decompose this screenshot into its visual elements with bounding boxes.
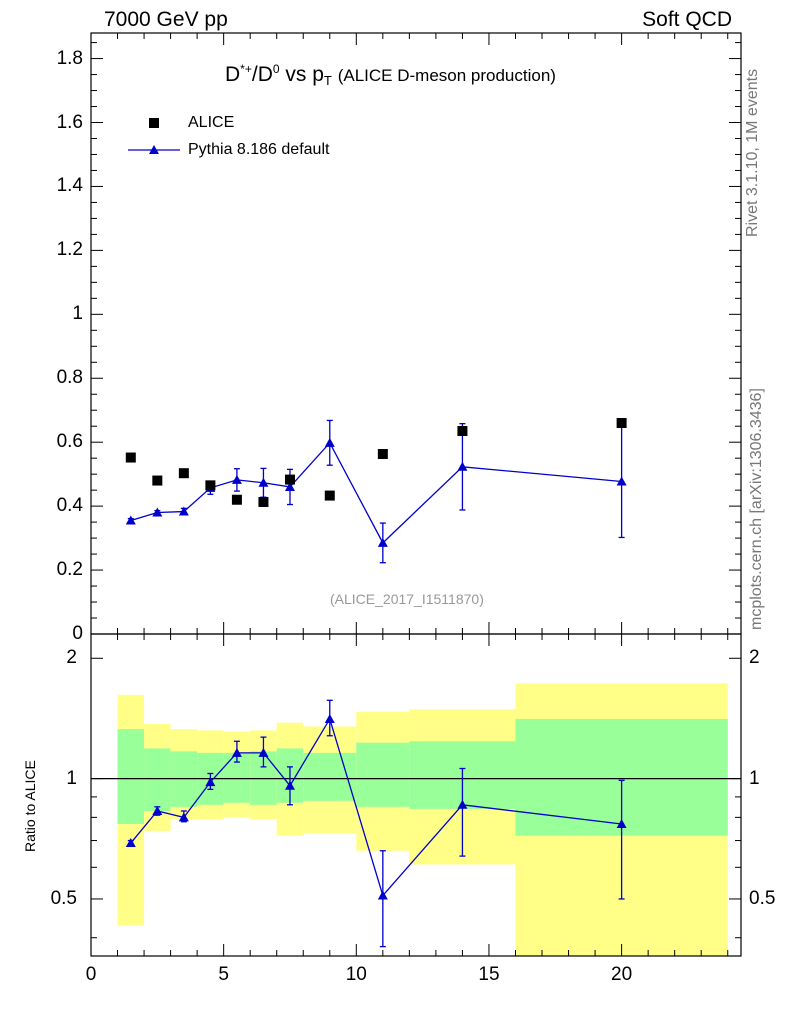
- ratio-y-tick-label-left-0: 0.5: [50, 887, 77, 909]
- ratio-y-tick-label-left-2: 2: [66, 647, 77, 669]
- x-tick-label-4: 20: [611, 964, 633, 985]
- pythia-series-line: [130, 441, 622, 544]
- plot-title: D*+/D0 vs pT (ALICE D-meson production): [225, 62, 556, 88]
- y-tick-label-0: 0: [72, 623, 83, 644]
- alice-marker-3: [205, 480, 216, 491]
- alice-marker-10: [616, 418, 627, 429]
- x-tick-label-1: 5: [218, 964, 229, 985]
- ratio-marker-4: [231, 747, 242, 757]
- ratio-marker-8: [377, 890, 388, 900]
- pythia-marker-8: [377, 537, 388, 547]
- ratio-y-axis-label: Ratio to ALICE: [22, 760, 38, 852]
- ratio-marker-2: [178, 812, 189, 822]
- alice-marker-0: [125, 452, 136, 463]
- ratio-y-tick-label-right-1: 1: [749, 767, 760, 789]
- x-tick-label-3: 15: [478, 964, 500, 985]
- alice-marker-7: [324, 490, 335, 501]
- ratio-marker-10: [616, 818, 627, 828]
- ratio-marker-3: [205, 777, 216, 787]
- pythia-marker-1: [152, 507, 163, 517]
- y-tick-label-4: 0.8: [56, 367, 83, 389]
- ratio-marker-6: [284, 780, 295, 790]
- ratio-y-tick-label-left-1: 1: [66, 767, 77, 789]
- y-tick-label-3: 0.6: [56, 431, 83, 453]
- legend-label-pythia: Pythia 8.186 default: [188, 141, 330, 158]
- legend-marker-pythia: [149, 145, 159, 154]
- uncertainty-band-inner-7: [303, 752, 357, 801]
- y-tick-label-2: 0.4: [56, 495, 83, 517]
- ratio-panel-frame: [90, 633, 742, 957]
- pythia-marker-7: [324, 437, 335, 447]
- x-tick-label-0: 0: [85, 964, 97, 985]
- pythia-marker-10: [616, 476, 627, 486]
- alice-marker-1: [152, 475, 163, 486]
- analysis-id: (ALICE_2017_I1511870): [330, 591, 484, 607]
- ratio-marker-7: [324, 713, 335, 723]
- y-tick-label-6: 1.2: [56, 239, 83, 261]
- header-left: 7000 GeV pp: [104, 8, 228, 31]
- alice-marker-9: [457, 426, 468, 437]
- alice-marker-4: [231, 494, 242, 505]
- y-tick-label-9: 1.8: [56, 47, 83, 69]
- y-tick-label-1: 0.2: [56, 559, 83, 581]
- uncertainty-band-inner-1: [144, 748, 171, 811]
- pythia-marker-5: [258, 477, 269, 487]
- pythia-marker-9: [457, 461, 468, 471]
- header-right: Soft QCD: [642, 8, 732, 31]
- plot-subtitle: (ALICE D-meson production): [337, 66, 556, 85]
- legend-marker-alice: [149, 118, 159, 128]
- ratio-y-tick-label-right-2: 2: [749, 647, 760, 669]
- alice-marker-5: [258, 496, 269, 507]
- alice-marker-6: [284, 474, 295, 485]
- legend-label-alice: ALICE: [188, 114, 235, 131]
- x-tick-label-2: 10: [345, 964, 367, 985]
- ratio-marker-1: [152, 805, 163, 815]
- ratio-marker-5: [258, 747, 269, 757]
- pythia-marker-6: [284, 481, 295, 491]
- ratio-y-tick-label-right-0: 0.5: [749, 887, 776, 909]
- ratio-marker-0: [125, 838, 136, 848]
- uncertainty-band-inner-0: [117, 729, 145, 824]
- pythia-marker-2: [178, 506, 189, 516]
- pythia-marker-0: [125, 515, 136, 525]
- uncertainty-band-inner-8: [356, 742, 410, 807]
- y-tick-label-8: 1.6: [56, 111, 83, 133]
- y-tick-label-5: 1: [72, 303, 83, 325]
- alice-marker-8: [377, 449, 388, 460]
- ratio-marker-9: [457, 799, 468, 809]
- alice-marker-2: [178, 468, 189, 479]
- pythia-marker-4: [231, 474, 242, 484]
- y-tick-label-7: 1.4: [56, 175, 83, 197]
